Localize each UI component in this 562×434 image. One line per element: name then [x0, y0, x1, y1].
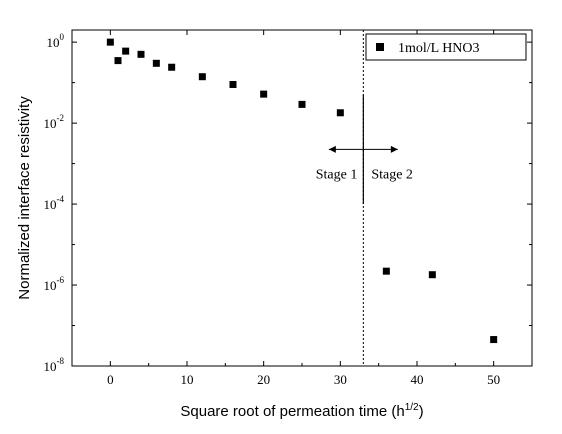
data-point: [490, 336, 498, 344]
axis-ticks: 0 10 20 30 40 50 100 10-2 10-4 10-6 10-8: [44, 30, 533, 387]
plot-frame: [71, 29, 533, 367]
arrow-head-left: [328, 145, 336, 153]
legend: 1mol/L HNO3: [365, 33, 527, 61]
stage2-label: Stage 2: [371, 167, 413, 182]
y-tick-label: 10-6: [44, 275, 65, 293]
data-point: [336, 109, 344, 117]
x-tick-label: 20: [257, 372, 270, 387]
x-tick-label: 50: [487, 372, 500, 387]
plot-area: [71, 29, 533, 367]
data-point: [229, 80, 237, 88]
x-tick-label: 30: [334, 372, 347, 387]
annotations: Stage 1 Stage 2: [316, 30, 413, 366]
data-point: [168, 63, 176, 71]
data-point: [137, 50, 145, 58]
legend-box: [365, 33, 527, 61]
y-tick-label: 100: [47, 32, 65, 50]
x-tick-label: 10: [181, 372, 194, 387]
y-tick-label: 10-2: [44, 113, 65, 131]
data-point: [114, 57, 122, 65]
x-axis-title: Square root of permeation time (h1/2): [180, 402, 423, 420]
legend-label: 1mol/L HNO3: [398, 41, 480, 56]
data-point: [198, 73, 206, 81]
data-point: [428, 271, 436, 279]
y-tick-label: 10-8: [44, 356, 65, 374]
stage1-label: Stage 1: [316, 167, 358, 182]
data-point: [122, 47, 130, 55]
data-point: [260, 90, 268, 98]
data-point: [152, 59, 160, 67]
y-tick-label: 10-4: [44, 194, 65, 212]
data-point: [106, 38, 114, 46]
x-tick-label: 0: [107, 372, 114, 387]
data-point: [382, 267, 390, 275]
arrow-head-right: [390, 145, 398, 153]
y-axis-title: Normalized interface resistivity: [16, 96, 33, 300]
data-point: [298, 100, 306, 108]
legend-marker: [376, 43, 384, 51]
data-points: [106, 38, 498, 344]
x-tick-label: 40: [411, 372, 424, 387]
